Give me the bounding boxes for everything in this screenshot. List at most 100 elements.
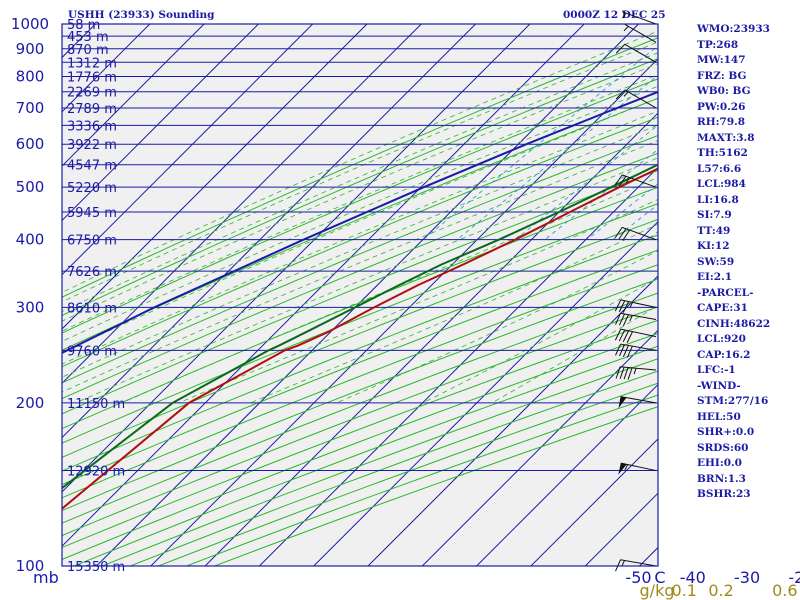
wind-barb-feather <box>615 89 626 100</box>
wind-barb-feather <box>622 345 629 357</box>
index-row: LI:16.8 <box>697 193 739 206</box>
dry-adiabat-line <box>62 203 658 444</box>
isotherm-line <box>62 24 151 113</box>
index-row: STM:277/16 <box>697 395 769 407</box>
dry-adiabat-line <box>62 306 658 537</box>
height-label: 6750 m <box>67 234 117 249</box>
dry-adiabat-line <box>62 134 658 384</box>
pressure-tick-label: 500 <box>16 178 45 196</box>
wind-barb-feather <box>615 313 622 325</box>
index-row: WB0: BG <box>697 85 751 97</box>
isotherm-line <box>62 24 477 439</box>
wind-barb-half-feather <box>623 91 629 97</box>
wind-barb-pennant <box>618 463 627 475</box>
wind-barb-feather <box>614 299 622 312</box>
dry-adiabat-line <box>62 58 658 316</box>
temperature-line <box>62 167 658 511</box>
index-row: TP:268 <box>697 38 739 51</box>
height-label: 9760 m <box>67 344 117 359</box>
wind-barb-staff <box>624 43 657 63</box>
pressure-unit-label: mb <box>33 568 59 587</box>
wind-barb-feather <box>623 367 629 380</box>
index-row: LCL:984 <box>697 178 746 190</box>
wind-barb-staff <box>624 89 657 109</box>
isotherm-line <box>530 438 658 566</box>
wind-barb-feather <box>615 43 626 54</box>
height-label: 15350 m <box>67 560 125 575</box>
temperature-tick-label: -40 <box>680 568 706 587</box>
wind-barb <box>615 43 657 63</box>
pressure-tick-label: 400 <box>16 231 45 249</box>
moist-adiabat-line <box>62 110 658 365</box>
index-row: CINH:48622 <box>697 317 771 330</box>
wind-barb-half-feather <box>625 177 631 183</box>
index-row: HEL:50 <box>697 410 741 423</box>
mixing-ratio-tick-label: 0.6 <box>772 581 797 600</box>
height-label: 11150 m <box>67 397 125 412</box>
height-label: 4547 m <box>67 159 117 174</box>
isotherm-line <box>62 24 260 222</box>
chart-title: USHH (23933) Sounding <box>68 9 215 21</box>
parcel-line <box>62 90 658 355</box>
wind-barb-staff <box>622 11 657 25</box>
index-row: SHR+:0.0 <box>697 426 755 438</box>
wind-barb-feather <box>614 227 623 238</box>
index-row: WMO:23933 <box>697 23 770 35</box>
wind-barb-half-feather <box>622 12 627 19</box>
dry-adiabat-line <box>62 169 658 415</box>
index-row: PW:0.26 <box>697 100 746 113</box>
height-label: 2269 m <box>67 86 117 101</box>
isotherm-line <box>62 24 314 276</box>
wind-barb <box>615 559 657 572</box>
mixing-ratio-line <box>515 124 658 241</box>
isotherm-line <box>62 24 585 547</box>
wind-barb-staff <box>622 226 657 241</box>
index-row: RH:79.8 <box>697 116 746 128</box>
pressure-tick-label: 800 <box>16 68 45 86</box>
plot-area <box>62 24 658 566</box>
height-label: 453 m <box>67 30 109 45</box>
index-row: BSHR:23 <box>697 488 751 500</box>
wind-barb-feather <box>618 228 627 240</box>
dry-adiabat-line <box>62 249 658 486</box>
wind-barb-feather <box>619 366 625 380</box>
height-label: 7626 m <box>67 265 117 280</box>
wind-barb-staff <box>620 312 657 320</box>
wind-barb <box>614 226 657 241</box>
background-lines <box>62 24 658 566</box>
index-row: -WIND- <box>697 379 741 392</box>
wind-barb-half-feather <box>623 26 629 32</box>
dry-adiabat-line <box>62 292 658 524</box>
index-row: -PARCEL- <box>697 286 754 299</box>
wind-barb-half-feather <box>629 315 633 322</box>
wind-barb-feather <box>622 229 631 241</box>
index-row: CAPE:31 <box>697 302 748 314</box>
pressure-tick-label: 300 <box>16 298 45 316</box>
isotherm-line <box>62 24 531 493</box>
wind-barb-feather <box>614 328 622 341</box>
mixing-ratio-tick-label: 0.1 <box>672 581 697 600</box>
dewpoint-line <box>62 163 658 490</box>
wind-barb-feather <box>627 367 633 380</box>
moist-adiabat-line <box>62 63 658 322</box>
height-label: 1776 m <box>67 71 117 86</box>
dry-adiabat-line <box>62 37 658 298</box>
wind-barb-staff <box>624 23 657 43</box>
moist-adiabat-line <box>62 140 658 393</box>
wind-barb-feather <box>618 300 626 313</box>
index-row: CAP:16.2 <box>697 348 751 361</box>
sounding-profiles <box>62 90 658 511</box>
height-label: 8610 m <box>67 301 117 316</box>
index-row: SRDS:60 <box>697 441 749 454</box>
wind-barb <box>614 328 657 343</box>
pressure-tick-label: 200 <box>16 394 45 412</box>
wind-barb-half-feather <box>629 302 633 309</box>
wind-barb-staff <box>620 328 657 338</box>
index-row: TT:49 <box>697 224 731 237</box>
wind-barb <box>618 396 657 409</box>
height-label: 58 m <box>67 18 100 33</box>
index-row: TH:5162 <box>697 147 748 159</box>
wind-barb <box>615 343 657 358</box>
temperature-unit-label: C <box>654 568 665 587</box>
